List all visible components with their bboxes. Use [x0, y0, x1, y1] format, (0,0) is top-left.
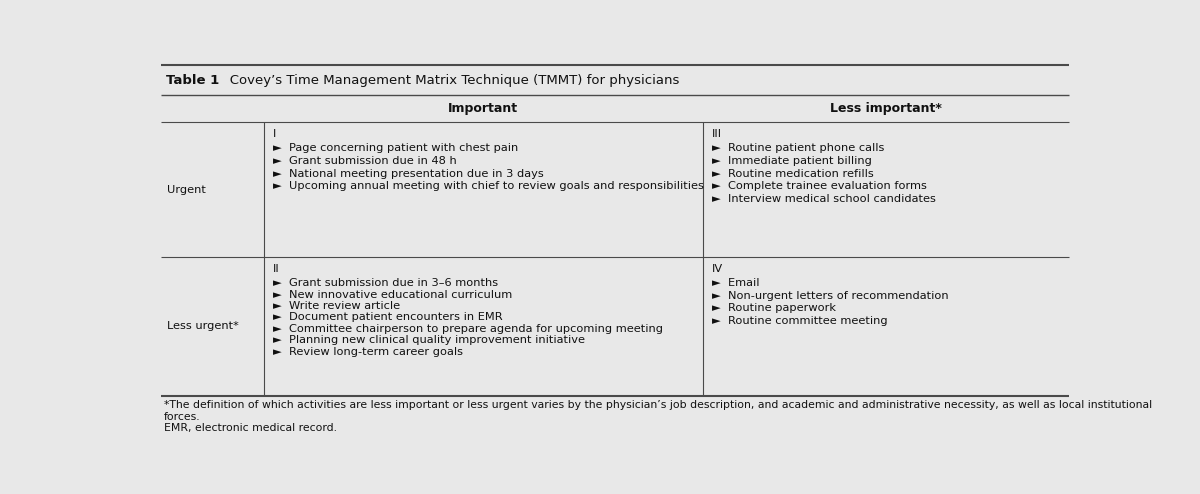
Text: ►  Routine patient phone calls: ► Routine patient phone calls [713, 143, 884, 154]
Text: ►  Routine medication refills: ► Routine medication refills [713, 168, 874, 179]
Text: ►  National meeting presentation due in 3 days: ► National meeting presentation due in 3… [274, 168, 544, 179]
Text: ►  Document patient encounters in EMR: ► Document patient encounters in EMR [274, 312, 503, 323]
Text: Covey’s Time Management Matrix Technique (TMMT) for physicians: Covey’s Time Management Matrix Technique… [217, 74, 679, 86]
Text: ►  Interview medical school candidates: ► Interview medical school candidates [713, 194, 936, 204]
Text: ►  Complete trainee evaluation forms: ► Complete trainee evaluation forms [713, 181, 928, 191]
Text: EMR, electronic medical record.: EMR, electronic medical record. [164, 423, 337, 433]
Text: forces.: forces. [164, 412, 200, 421]
Text: II: II [274, 264, 280, 274]
Text: ►  Email: ► Email [713, 278, 760, 288]
Text: ►  Non-urgent letters of recommendation: ► Non-urgent letters of recommendation [713, 290, 949, 301]
Text: Urgent: Urgent [167, 185, 205, 195]
Text: ►  Write review article: ► Write review article [274, 301, 400, 311]
Text: Less important*: Less important* [830, 102, 942, 115]
Text: ►  Grant submission due in 48 h: ► Grant submission due in 48 h [274, 156, 457, 166]
Text: ►  New innovative educational curriculum: ► New innovative educational curriculum [274, 289, 512, 299]
Text: IV: IV [713, 264, 724, 274]
Text: *The definition of which activities are less important or less urgent varies by : *The definition of which activities are … [164, 400, 1152, 410]
Text: ►  Routine committee meeting: ► Routine committee meeting [713, 316, 888, 326]
Text: III: III [713, 129, 722, 139]
Text: I: I [274, 129, 276, 139]
Text: ►  Page concerning patient with chest pain: ► Page concerning patient with chest pai… [274, 143, 518, 154]
Text: Important: Important [449, 102, 518, 115]
Text: ►  Review long-term career goals: ► Review long-term career goals [274, 347, 463, 357]
Text: ►  Routine paperwork: ► Routine paperwork [713, 303, 836, 313]
Text: Less urgent*: Less urgent* [167, 321, 239, 331]
Text: ►  Committee chairperson to prepare agenda for upcoming meeting: ► Committee chairperson to prepare agend… [274, 324, 664, 334]
Text: ►  Immediate patient billing: ► Immediate patient billing [713, 156, 872, 166]
Text: ►  Upcoming annual meeting with chief to review goals and responsibilities: ► Upcoming annual meeting with chief to … [274, 181, 704, 191]
Text: ►  Grant submission due in 3–6 months: ► Grant submission due in 3–6 months [274, 278, 498, 288]
Text: ►  Planning new clinical quality improvement initiative: ► Planning new clinical quality improvem… [274, 335, 586, 345]
Text: Table 1: Table 1 [166, 74, 220, 86]
